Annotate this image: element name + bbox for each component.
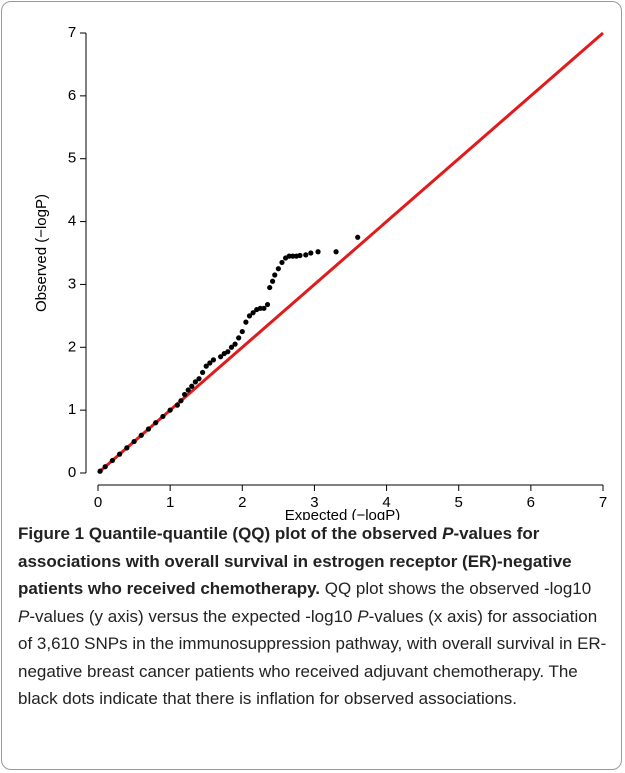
x-tick-label: 7 — [599, 494, 607, 511]
point — [218, 354, 224, 360]
x-tick-label: 3 — [310, 494, 318, 511]
point — [138, 432, 144, 438]
point — [145, 426, 152, 432]
reference-line — [97, 31, 604, 475]
x-tick-label: 5 — [455, 494, 463, 511]
point — [189, 383, 195, 389]
point — [160, 413, 166, 420]
x-tick-label: 0 — [94, 494, 102, 511]
point — [297, 252, 303, 259]
point — [261, 305, 267, 311]
y-tick-label: 1 — [68, 401, 76, 418]
point — [225, 349, 231, 355]
point — [97, 468, 103, 474]
caption-text: P — [442, 524, 454, 543]
caption-text: -values for associations with overall su… — [18, 524, 572, 598]
point — [228, 344, 235, 350]
point — [200, 369, 206, 376]
caption-text: -values (x axis) for association of 3,61… — [18, 606, 607, 709]
point — [250, 310, 256, 316]
y-tick-label: 6 — [68, 87, 76, 104]
point — [246, 313, 253, 319]
point — [275, 266, 281, 272]
y-tick-label: 2 — [68, 338, 76, 355]
point — [264, 301, 271, 308]
caption-text: P — [357, 606, 369, 626]
point — [196, 376, 202, 382]
x-tick-label: 6 — [527, 494, 535, 511]
point — [102, 464, 108, 470]
point — [236, 335, 242, 341]
y-tick-label: 5 — [68, 150, 76, 167]
point — [124, 445, 130, 451]
x-axis-label: Expected (−logP) — [285, 507, 400, 520]
point — [303, 252, 309, 258]
point — [257, 305, 263, 311]
point — [181, 391, 188, 398]
caption-text: P — [18, 606, 30, 626]
point — [290, 253, 296, 259]
point — [207, 360, 213, 366]
point — [232, 341, 238, 347]
point — [192, 379, 198, 385]
y-tick-label: 0 — [68, 464, 76, 481]
point — [267, 284, 273, 291]
point — [269, 278, 276, 284]
y-axis-label: Observed (−logP) — [33, 194, 50, 312]
point — [272, 272, 278, 278]
point — [315, 249, 321, 255]
chart: 0 1 2 3 4 5 6 7 0 1 2 3 4 5 6 7 Expected (−logP) Observed… — [33, 24, 607, 520]
point — [109, 457, 116, 464]
point — [355, 234, 361, 240]
point — [117, 451, 123, 457]
point — [131, 438, 137, 445]
y-tick-label: 7 — [68, 24, 76, 41]
point — [210, 357, 217, 363]
caption: Figure 1 Quantile-quantile (QQ) plot of … — [18, 520, 610, 713]
y-tick-label: 3 — [68, 275, 76, 292]
point — [333, 249, 339, 255]
x-tick-label: 1 — [166, 494, 174, 511]
point — [243, 319, 249, 325]
point — [308, 250, 314, 256]
point — [286, 253, 292, 259]
x-tick-label: 4 — [382, 494, 390, 511]
y-tick-label: 4 — [68, 213, 76, 230]
point — [178, 398, 184, 404]
caption-text: Figure 1 Quantile-quantile (QQ) plot of … — [18, 524, 443, 543]
point — [167, 407, 173, 413]
point — [203, 363, 209, 369]
point — [185, 387, 191, 393]
point — [239, 328, 245, 335]
caption-text: QQ plot shows the observed -log10 — [320, 579, 592, 598]
point — [279, 259, 285, 266]
x-tick-label: 2 — [238, 494, 246, 511]
point — [153, 420, 159, 426]
point — [174, 402, 180, 408]
caption-text: -values (y axis) versus the expected -lo… — [29, 606, 358, 626]
